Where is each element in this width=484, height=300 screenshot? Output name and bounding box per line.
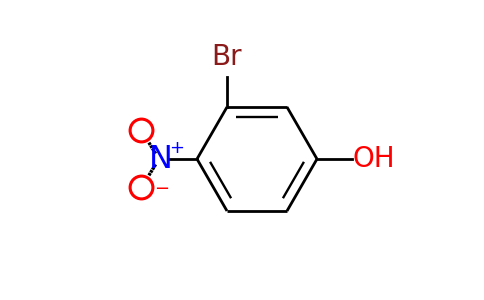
- Text: −: −: [154, 180, 169, 198]
- Text: Br: Br: [212, 43, 242, 71]
- Text: N: N: [149, 143, 173, 175]
- Text: +: +: [169, 139, 184, 157]
- Text: OH: OH: [353, 145, 395, 173]
